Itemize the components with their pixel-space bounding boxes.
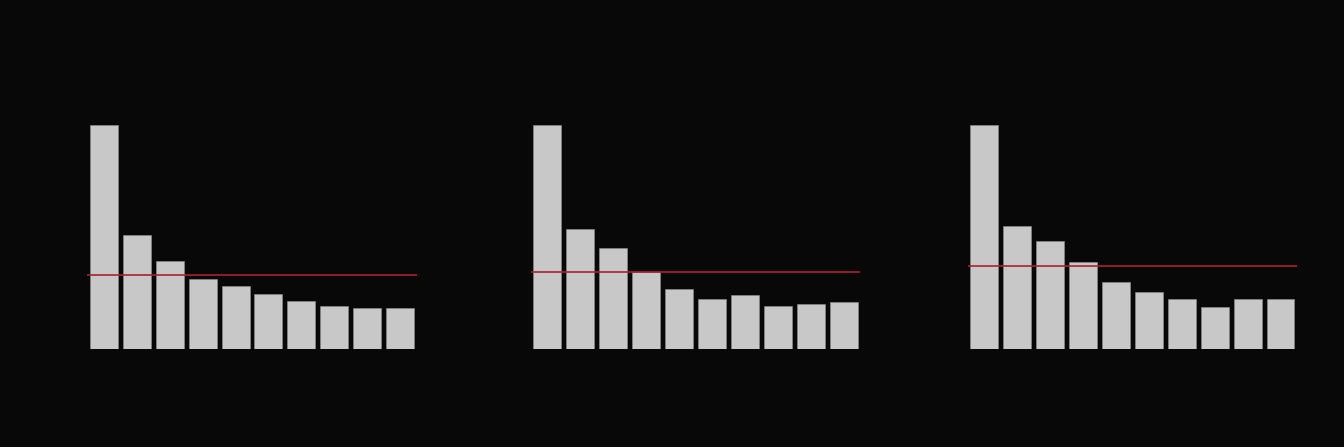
Bar: [665, 289, 694, 349]
Bar: [1036, 241, 1064, 349]
Bar: [1003, 226, 1031, 349]
Bar: [534, 125, 562, 349]
Bar: [731, 295, 759, 349]
Bar: [254, 294, 282, 349]
Bar: [353, 308, 382, 349]
Bar: [829, 303, 857, 349]
Bar: [632, 272, 660, 349]
Bar: [122, 235, 151, 349]
Bar: [1102, 283, 1130, 349]
Bar: [970, 125, 999, 349]
Bar: [763, 306, 792, 349]
Bar: [1266, 299, 1294, 349]
Bar: [156, 261, 184, 349]
Bar: [1068, 262, 1097, 349]
Bar: [1200, 307, 1228, 349]
Bar: [386, 308, 414, 349]
Bar: [320, 306, 348, 349]
Bar: [599, 249, 628, 349]
Bar: [1234, 299, 1262, 349]
Bar: [566, 229, 594, 349]
Bar: [288, 301, 316, 349]
Bar: [222, 287, 250, 349]
Bar: [1168, 299, 1196, 349]
Bar: [90, 125, 118, 349]
Bar: [797, 304, 825, 349]
Bar: [188, 279, 216, 349]
Bar: [698, 299, 726, 349]
Bar: [1134, 292, 1163, 349]
